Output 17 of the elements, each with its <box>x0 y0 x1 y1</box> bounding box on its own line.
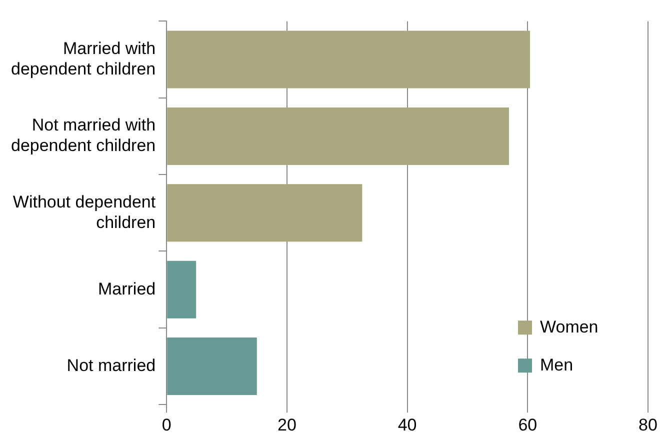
bar <box>167 184 362 242</box>
x-tick-label: 60 <box>518 415 538 434</box>
bar <box>167 30 530 88</box>
bar <box>167 260 196 318</box>
bar <box>167 107 509 165</box>
legend-label: Men <box>540 355 574 374</box>
legend-label: Women <box>540 317 598 336</box>
bar <box>167 338 257 396</box>
x-tick-label: 40 <box>398 415 417 434</box>
y-tick-label: Married with dependent children <box>10 39 156 78</box>
x-tick-label: 20 <box>278 415 296 434</box>
y-tick-label: Not married with dependent children <box>10 116 156 156</box>
x-tick-label: 0 <box>162 415 172 434</box>
x-tick-label: 80 <box>638 415 658 434</box>
y-tick-label: Married <box>98 279 156 298</box>
y-tick-label: Without dependent children <box>12 192 156 232</box>
y-tick-label: Not married <box>66 356 156 375</box>
